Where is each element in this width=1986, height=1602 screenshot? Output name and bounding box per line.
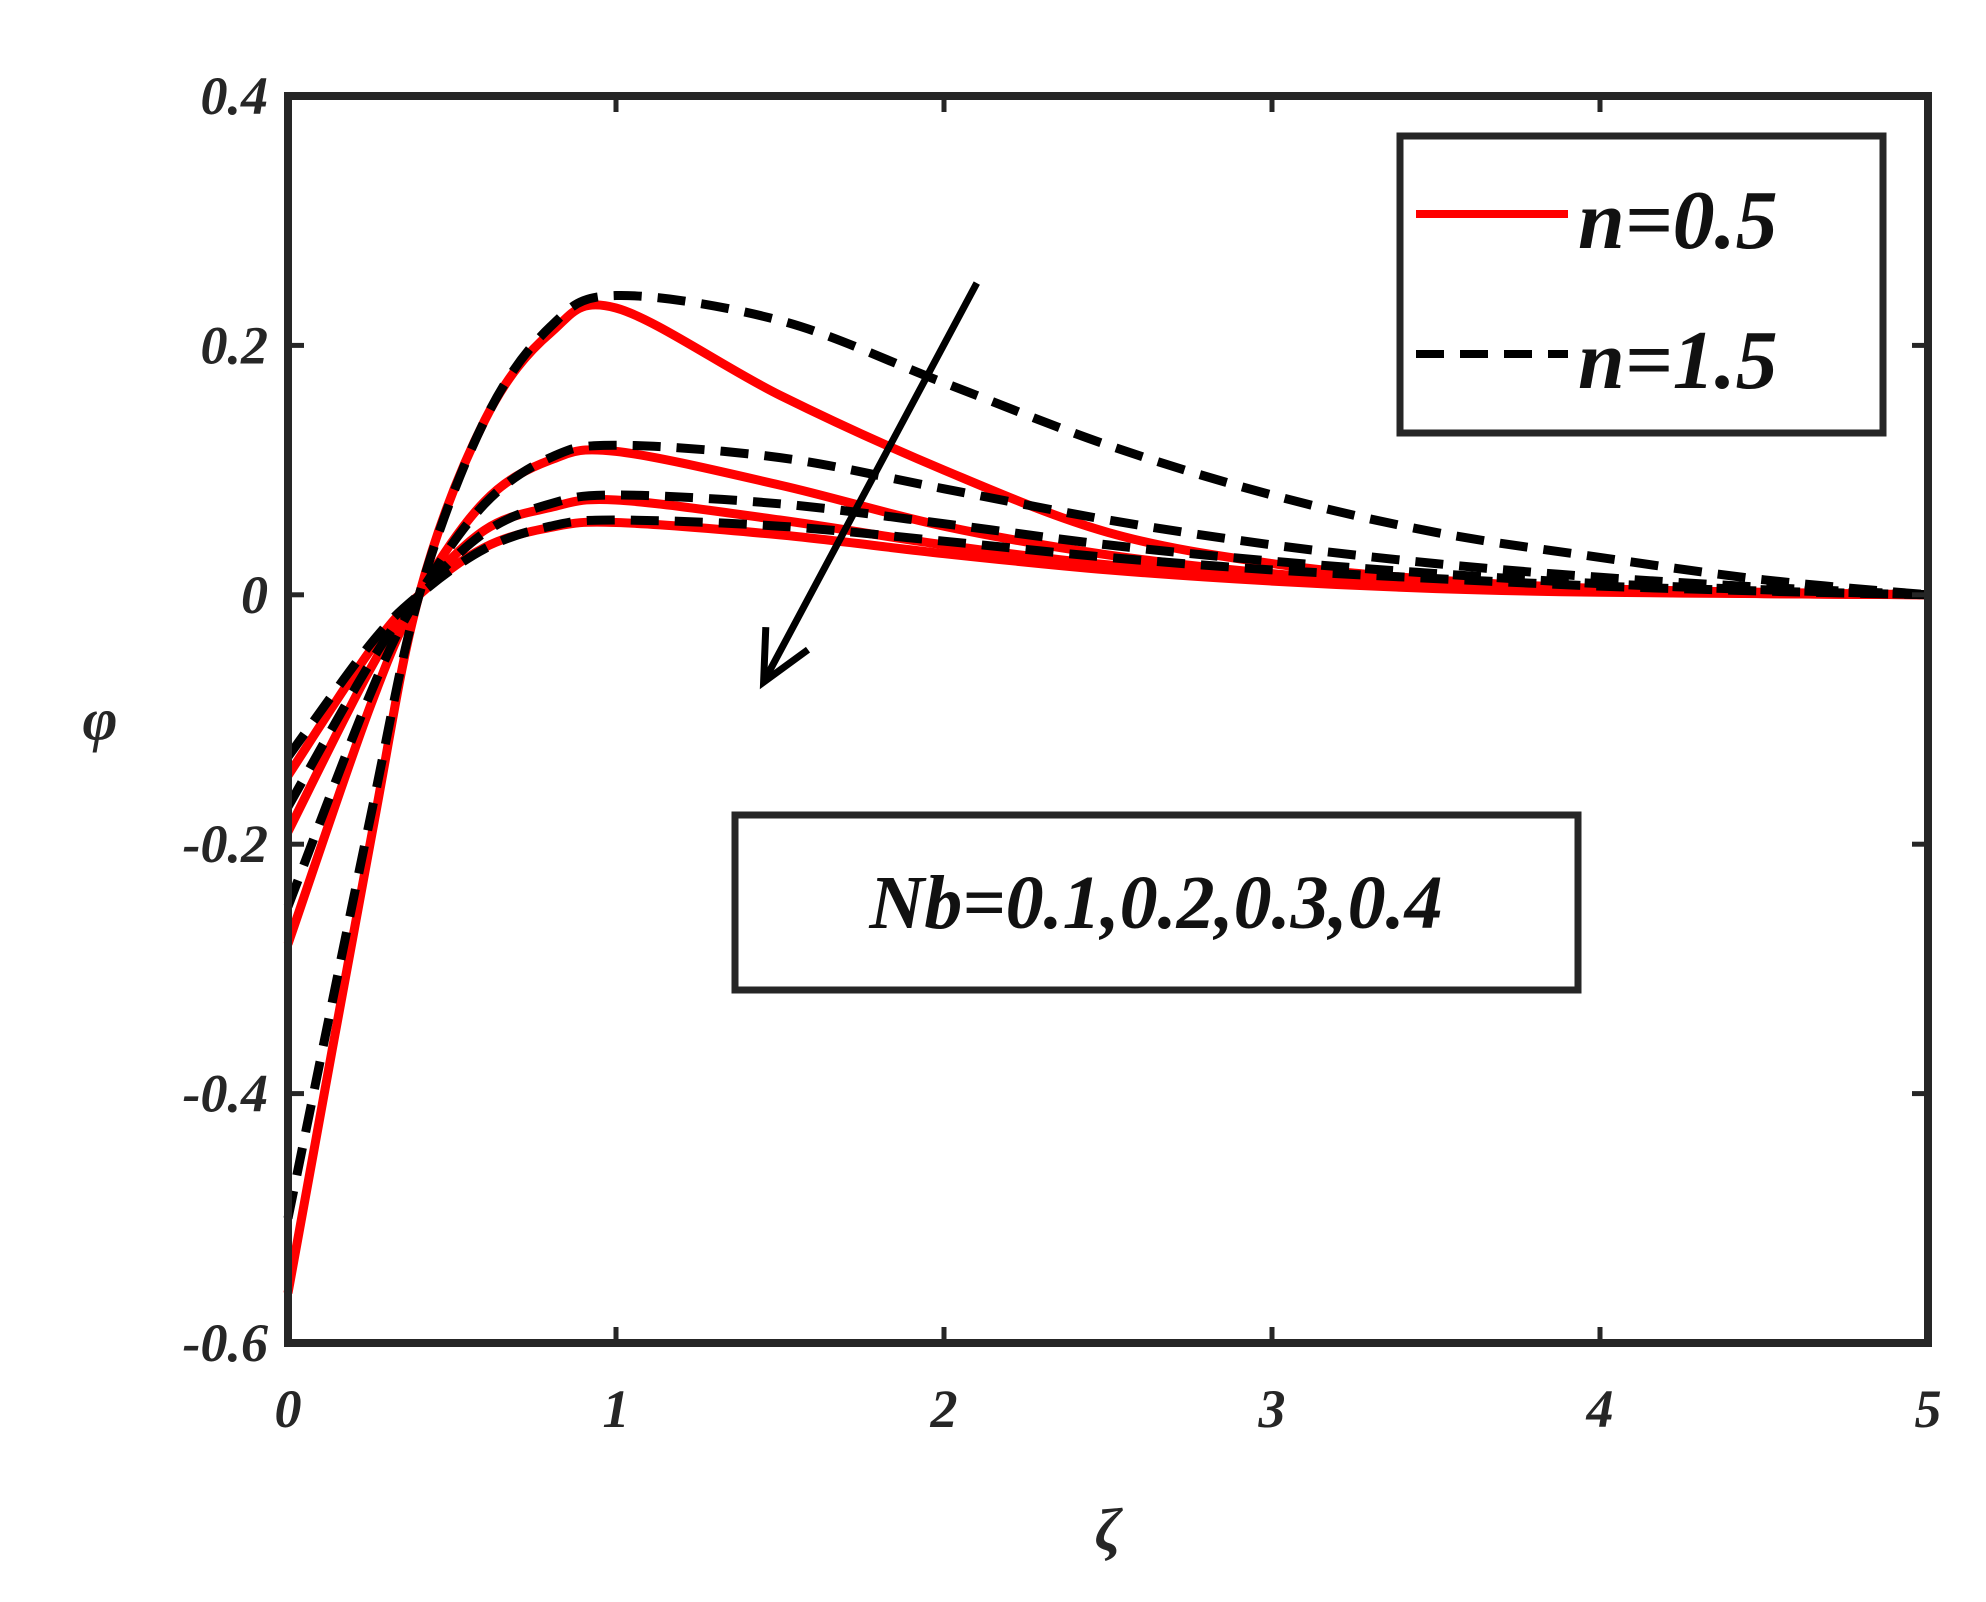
annotation-box: Nb=0.1,0.2,0.3,0.4 — [731, 811, 1582, 994]
arrow-shaft — [760, 281, 980, 684]
tick-layer: 0 1 2 3 4 5 -0.6 -0.4 -0.2 0 0.2 0.4 — [183, 66, 1942, 1439]
legend-label-n05: n=0.5 — [1578, 174, 1778, 267]
y-tick-label: 0 — [241, 565, 268, 625]
annotation-text: Nb=0.1,0.2,0.3,0.4 — [868, 861, 1442, 945]
x-tick-label: 1 — [603, 1379, 630, 1439]
x-tick-label: 3 — [1258, 1379, 1286, 1439]
arrow-head — [759, 626, 811, 690]
annotation-box-frame — [731, 811, 1582, 994]
annotation-arrow — [759, 281, 980, 690]
plot-frame — [284, 92, 1932, 1347]
series-line-n15-nb02 — [283, 440, 1929, 909]
x-tick-label: 5 — [1915, 1379, 1942, 1439]
y-axis-label: φ — [82, 687, 117, 753]
x-tick-label: 0 — [275, 1379, 302, 1439]
y-tick-label: 0.4 — [201, 66, 269, 126]
series-layer — [283, 290, 1929, 1294]
x-tick-label: 2 — [930, 1379, 958, 1439]
legend-label-n15: n=1.5 — [1578, 314, 1778, 407]
series-line-n15-nb04 — [284, 515, 1929, 760]
y-tick-label: -0.4 — [183, 1064, 268, 1124]
x-tick-label: 4 — [1586, 1379, 1614, 1439]
y-tick-label: -0.6 — [183, 1313, 268, 1373]
series-line-n15-nb01 — [283, 290, 1929, 1220]
legend-frame — [1396, 132, 1887, 437]
x-axis-label: ζ — [1095, 1497, 1124, 1563]
y-tick-label: 0.2 — [201, 315, 269, 375]
y-tick-label: -0.2 — [183, 814, 268, 874]
legend: n=0.5 n=1.5 — [1396, 132, 1887, 437]
